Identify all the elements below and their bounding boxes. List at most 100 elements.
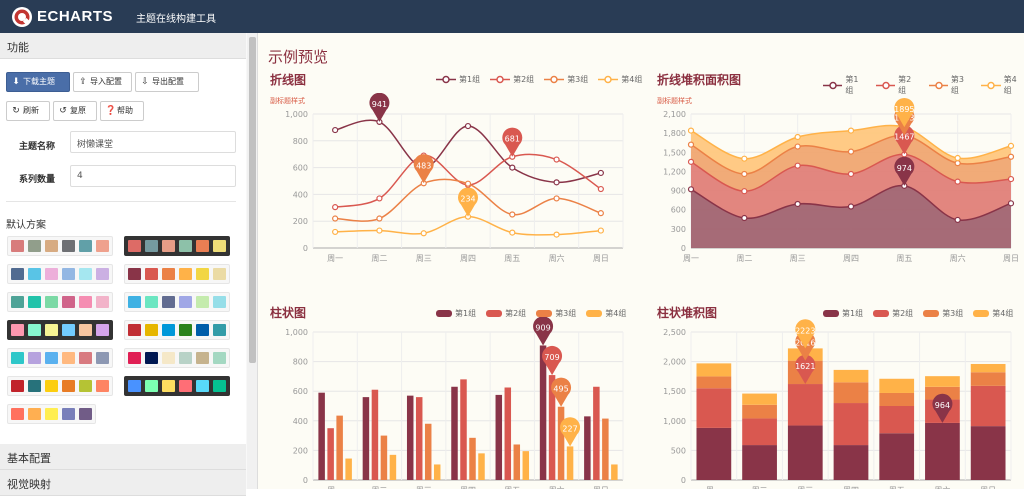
- y-tick-label: 200: [293, 217, 308, 226]
- stacked-area-chart-legend[interactable]: 第1组 第2组 第3组 第4组: [823, 74, 1024, 96]
- legend-item[interactable]: 第3组: [536, 308, 576, 319]
- color-scheme-option[interactable]: [7, 320, 113, 340]
- legend-item[interactable]: 第1组: [436, 74, 480, 85]
- y-tick-label: 2,100: [663, 110, 686, 119]
- color-scheme-option[interactable]: [124, 264, 230, 284]
- y-tick-label: 1,800: [663, 129, 686, 138]
- legend-item[interactable]: 第3组: [544, 74, 588, 85]
- stacked-bar-segment: [833, 445, 869, 480]
- bar-chart-title: 柱状图: [270, 306, 307, 320]
- color-swatch: [213, 268, 226, 280]
- stacked-bar-segment: [970, 363, 1006, 373]
- legend-item[interactable]: 第1组: [436, 308, 476, 319]
- section-basic-header[interactable]: 基本配置: [0, 444, 246, 470]
- pin-marker: [894, 156, 915, 186]
- pin-marker: [894, 97, 915, 128]
- y-tick-label: 400: [293, 417, 308, 426]
- color-scheme-option[interactable]: [124, 348, 230, 368]
- color-scheme-option[interactable]: [124, 236, 230, 256]
- legend-item[interactable]: 第2组: [875, 74, 919, 96]
- section-function-header[interactable]: 功能: [0, 33, 246, 59]
- pin-label: 909: [535, 323, 550, 332]
- stacked-bar-segment: [925, 422, 960, 480]
- series-count-input[interactable]: 4: [70, 165, 236, 187]
- legend-box: [436, 310, 452, 317]
- bar: [451, 386, 458, 480]
- legend-item[interactable]: 第4组: [586, 308, 626, 319]
- legend-item[interactable]: 第4组: [598, 74, 642, 85]
- color-scheme-option[interactable]: [7, 292, 113, 312]
- legend-item[interactable]: 第2组: [490, 74, 534, 85]
- legend-item[interactable]: 第3组: [928, 74, 972, 96]
- color-swatch: [179, 268, 192, 280]
- color-scheme-option[interactable]: [7, 348, 113, 368]
- color-swatch: [145, 380, 158, 392]
- legend-dot: [442, 75, 450, 84]
- stacked-bar-segment: [787, 425, 823, 480]
- export-icon: ⇩: [141, 77, 149, 87]
- color-swatch: [79, 380, 92, 392]
- color-scheme-option[interactable]: [124, 320, 230, 340]
- color-scheme-option[interactable]: [7, 236, 113, 256]
- stacked-bar-segment: [925, 376, 960, 387]
- theme-name-input[interactable]: 树懒课堂: [70, 131, 236, 153]
- legend-dot: [987, 81, 995, 89]
- data-point: [687, 141, 695, 148]
- legend-item[interactable]: 第1组: [823, 74, 866, 96]
- color-scheme-option[interactable]: [124, 376, 230, 396]
- color-swatch: [28, 324, 41, 336]
- bar-chart-legend[interactable]: 第1组 第2组 第3组 第4组: [436, 308, 626, 319]
- color-swatch: [162, 324, 175, 336]
- color-swatch: [96, 296, 109, 308]
- color-swatch: [96, 268, 109, 280]
- legend-item[interactable]: 第2组: [486, 308, 526, 319]
- pin-label: 681: [505, 135, 520, 144]
- line-chart-subtitle: 副标题样式: [270, 97, 305, 105]
- stacked-bar-segment: [833, 403, 869, 446]
- sidebar-scrollbar-thumb[interactable]: [249, 37, 256, 363]
- stacked-bar-segment: [742, 404, 777, 419]
- export-config-button[interactable]: ⇩ 导出配置: [135, 72, 199, 92]
- color-swatch: [45, 296, 58, 308]
- legend-marker-icon: [823, 81, 843, 89]
- help-button[interactable]: ❓帮助: [100, 101, 144, 121]
- color-scheme-option[interactable]: [124, 292, 230, 312]
- legend-dot: [496, 75, 504, 84]
- color-swatch: [79, 240, 92, 252]
- legend-marker-icon: [490, 75, 511, 84]
- legend-item[interactable]: 第3组: [923, 308, 963, 319]
- legend-item[interactable]: 第1组: [823, 308, 863, 319]
- data-point: [847, 148, 855, 155]
- legend-item[interactable]: 第4组: [981, 74, 1024, 96]
- line-chart-legend[interactable]: 第1组 第2组 第3组 第4组: [436, 74, 642, 85]
- x-tick-label: 周五: [889, 486, 905, 489]
- sidebar: 功能 ⬇ 下载主题 ⇪ 导入配置 ⇩ 导出配置 ↻ 刷新 ↺ 复原 ❓帮助 主题名称 树懒…: [0, 33, 258, 496]
- value-pin: 964: [932, 393, 953, 423]
- color-scheme-option[interactable]: [7, 404, 96, 424]
- y-tick-label: 1,000: [285, 110, 308, 119]
- color-scheme-option[interactable]: [7, 376, 113, 396]
- color-scheme-option[interactable]: [7, 264, 113, 284]
- stacked-bar-chart-legend[interactable]: 第1组 第2组 第3组 第4组: [823, 308, 1013, 319]
- section-visual-map-header[interactable]: 视觉映射: [0, 470, 246, 496]
- legend-dot: [604, 75, 613, 84]
- legend-marker-icon: [486, 310, 503, 317]
- import-config-button[interactable]: ⇪ 导入配置: [73, 72, 132, 92]
- color-swatch: [179, 380, 192, 392]
- stacked-bar-segment: [970, 426, 1006, 480]
- x-tick-label: 周一: [683, 254, 699, 263]
- download-theme-button[interactable]: ⬇ 下载主题: [6, 72, 70, 92]
- y-tick-label: 600: [671, 206, 686, 215]
- data-point: [553, 195, 560, 202]
- legend-item[interactable]: 第2组: [873, 308, 913, 319]
- refresh-button[interactable]: ↻ 刷新: [6, 101, 50, 121]
- data-point: [332, 228, 339, 236]
- legend-box: [973, 310, 990, 317]
- color-swatch: [45, 240, 58, 252]
- legend-item[interactable]: 第4组: [973, 308, 1013, 319]
- color-swatch: [79, 268, 92, 280]
- y-tick-label: 1,500: [663, 148, 686, 157]
- x-tick-label: 周二: [736, 254, 752, 263]
- reset-button[interactable]: ↺ 复原: [53, 101, 97, 121]
- x-tick-label: 周四: [843, 254, 859, 263]
